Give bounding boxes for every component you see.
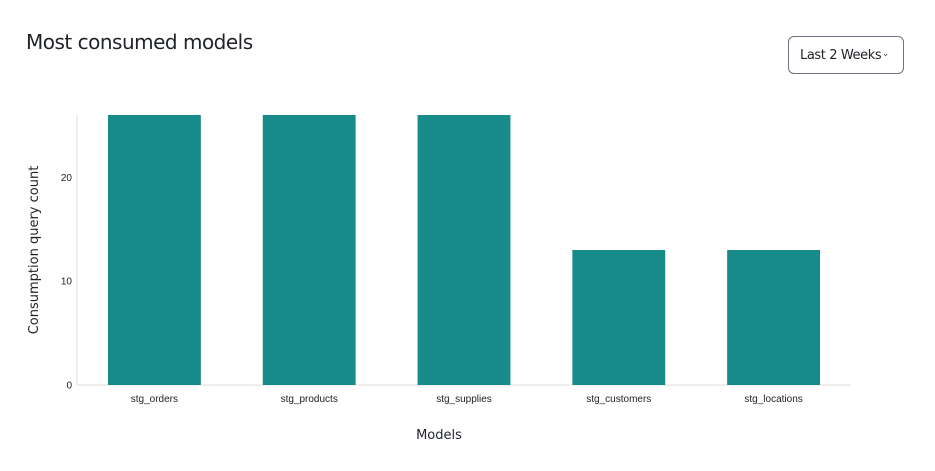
x-tick-label: stg_products <box>281 394 338 405</box>
bar-stg_supplies <box>417 115 511 385</box>
time-range-dropdown[interactable]: Last 2 Weeks ⌄ <box>788 36 904 74</box>
y-tick-label: 0 <box>66 381 72 392</box>
y-tick-label: 20 <box>61 173 73 184</box>
bar-stg_customers <box>572 250 666 385</box>
y-tick-label: 10 <box>61 277 73 288</box>
x-tick-label: stg_locations <box>744 394 802 405</box>
x-axis-label: Models <box>416 428 462 443</box>
chevron-down-icon: ⌄ <box>881 49 890 59</box>
bar-stg_locations <box>727 250 821 385</box>
bar-stg_orders <box>107 115 201 385</box>
bar-stg_products <box>262 115 356 385</box>
chart-title: Most consumed models <box>26 30 253 54</box>
y-axis-label: Consumption query count <box>27 166 42 335</box>
x-tick-label: stg_orders <box>131 394 178 405</box>
x-tick-label: stg_customers <box>586 394 651 405</box>
x-tick-label: stg_supplies <box>436 394 492 405</box>
time-range-value: Last 2 Weeks <box>800 47 882 63</box>
